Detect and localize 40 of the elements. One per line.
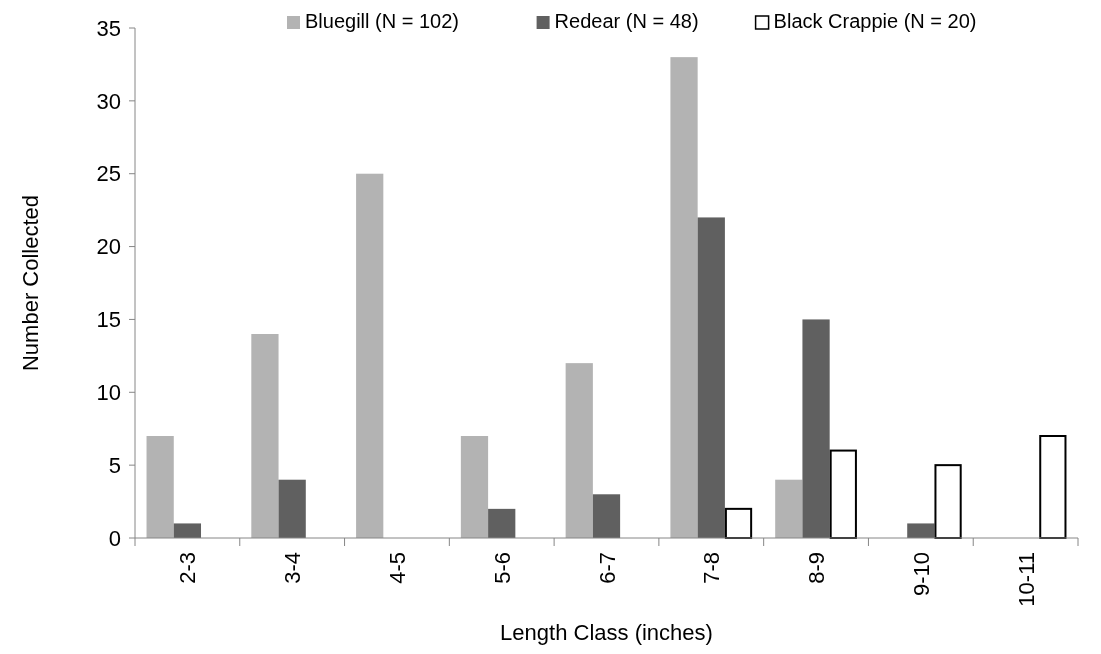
y-tick-label: 25 <box>96 161 121 187</box>
x-tick-label: 7-8 <box>699 552 725 584</box>
y-tick-label: 0 <box>108 525 121 551</box>
bar <box>829 449 857 539</box>
bar <box>565 363 593 538</box>
bar <box>802 319 830 538</box>
x-tick-label: 10-11 <box>1013 552 1039 607</box>
x-tick-label: 2-3 <box>175 552 201 584</box>
y-tick-label: 5 <box>108 452 121 478</box>
y-tick-label: 15 <box>96 307 121 333</box>
bar <box>146 436 174 538</box>
bar <box>488 508 516 538</box>
bar <box>251 334 279 538</box>
x-tick-label: 3-4 <box>280 552 306 584</box>
x-tick-label: 4-5 <box>384 552 410 584</box>
legend-label: Bluegill (N = 102) <box>305 10 459 32</box>
y-tick-label: 20 <box>96 234 121 260</box>
bar <box>724 507 753 539</box>
y-tick-label: 35 <box>96 15 121 41</box>
y-tick-label: 30 <box>96 88 121 114</box>
bar <box>460 436 489 538</box>
x-tick-label: 9-10 <box>908 552 934 597</box>
bar <box>1039 435 1067 539</box>
bar <box>670 57 698 538</box>
bar <box>592 494 621 538</box>
legend-label: Black Crappie (N = 20) <box>773 10 977 32</box>
y-axis-title: Number Collected <box>18 194 43 372</box>
bar <box>907 523 935 538</box>
bar <box>775 479 803 538</box>
y-tick-label: 10 <box>96 379 121 405</box>
bar <box>356 173 384 538</box>
legend-label: Redear (N = 48) <box>554 10 699 32</box>
x-tick-label: 5-6 <box>489 552 515 584</box>
bar <box>278 479 306 538</box>
bar <box>173 523 202 538</box>
x-axis-title: Length Class (inches) <box>500 620 713 645</box>
x-tick-label: 6-7 <box>594 552 620 584</box>
bar <box>697 217 725 538</box>
x-tick-label: 8-9 <box>804 552 830 584</box>
bar <box>934 464 962 539</box>
